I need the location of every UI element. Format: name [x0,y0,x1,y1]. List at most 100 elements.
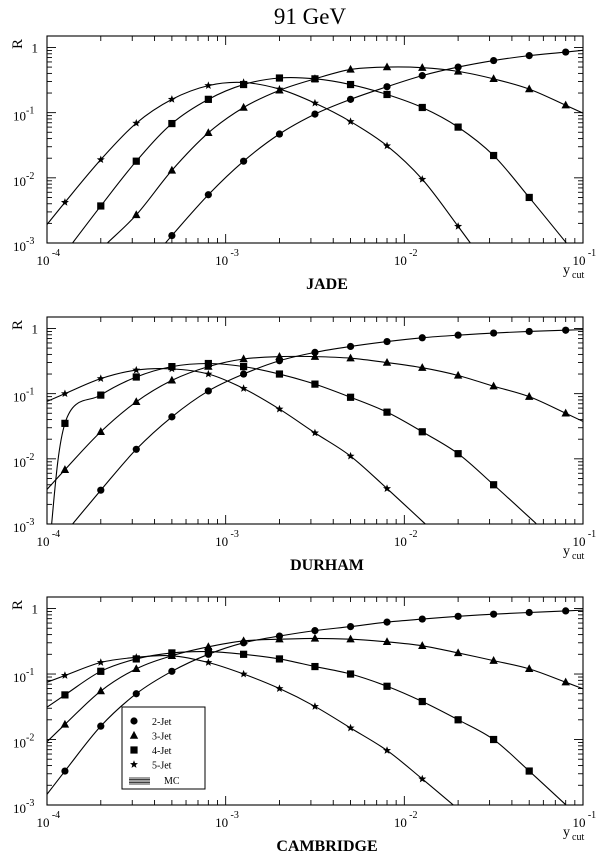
x-tick-label: 10 [215,815,228,830]
x-tick-label-exponent: -2 [409,810,417,821]
point-4-jet [525,193,533,202]
point-4-jet [275,74,284,82]
point-4-jet [204,95,212,103]
point-2-jet [490,56,498,65]
point-5-jet [204,658,213,666]
x-tick-label-exponent: -3 [230,248,238,259]
y-tick-label-exponent: -2 [26,733,34,744]
curve-5-jet [47,367,427,524]
point-2-jet [418,72,426,80]
x-axis-label-subscript: cut [572,270,584,281]
x-tick-label: 10 [394,815,407,830]
x-tick-label-exponent: -1 [588,248,596,259]
point-4-jet [383,682,391,690]
point-4-jet [311,75,319,83]
point-2-jet [562,48,570,56]
y-axis-label: R [10,600,26,610]
x-axis-label: y [563,263,570,278]
point-4-jet [418,697,426,706]
point-5-jet [275,684,284,692]
curve-3-jet [47,637,583,743]
point-5-jet [310,428,319,437]
point-2-jet [525,52,533,60]
point-2-jet [454,331,462,339]
x-tick-label-exponent: -4 [52,810,60,821]
panel-label-durham: DURHAM [290,557,364,574]
y-tick-label: 10 [13,174,26,189]
point-5-jet [60,671,69,679]
point-2-jet [525,608,533,617]
point-3-jet [453,648,463,657]
point-3-jet [525,392,534,400]
plot-frame [46,316,584,525]
point-5-jet [346,117,355,125]
plot-frame [46,596,584,806]
y-tick-label: 1 [32,602,39,617]
point-3-jet [453,370,463,379]
data-points [60,607,570,783]
point-3-jet [346,64,355,73]
point-5-jet [275,404,284,413]
point-5-jet [383,746,392,754]
point-4-jet [418,103,426,112]
y-tick-label-exponent: -3 [26,517,34,528]
point-5-jet [239,78,248,86]
plot-frame [46,35,584,244]
y-tick-label: 10 [13,670,26,685]
y-tick-label: 10 [13,109,26,124]
x-tick-label-exponent: -1 [588,810,596,821]
point-2-jet [311,627,319,635]
point-4-jet [490,735,498,744]
curve-3-jet [106,66,583,243]
data-points [60,48,570,240]
point-3-jet [453,66,463,75]
point-5-jet [454,222,463,230]
point-4-jet [168,119,176,128]
y-tick-label-exponent: -3 [26,236,34,247]
point-3-jet [418,641,427,649]
point-2-jet [562,326,570,334]
fit-curves [47,609,583,805]
curve-2-jet [71,329,583,524]
curve-3-jet [47,355,583,491]
point-4-jet [311,380,319,388]
x-tick-label-exponent: -2 [409,248,417,259]
point-4-jet [239,650,248,658]
point-4-jet [346,670,355,678]
figure-title: 91 GeV [274,4,347,29]
point-5-jet [132,365,141,374]
y-axis-label: R [10,320,26,330]
point-4-jet [346,80,355,89]
point-5-jet [346,723,355,732]
point-3-jet [132,664,141,673]
x-tick-label: 10 [215,253,228,268]
point-5-jet [96,374,105,383]
fit-curves [47,49,583,243]
point-3-jet [275,352,284,360]
point-3-jet [239,636,248,645]
point-2-jet [204,191,212,199]
point-2-jet [454,612,462,620]
point-3-jet [239,102,248,111]
point-3-jet [96,686,105,695]
point-2-jet [168,667,176,675]
x-axis-label: y [563,544,570,559]
point-2-jet [418,334,426,342]
point-3-jet [382,637,392,646]
point-3-jet [561,100,570,109]
point-3-jet [60,719,70,728]
point-4-jet [490,151,498,160]
point-3-jet [382,62,392,71]
point-4-jet [132,157,140,165]
point-5-jet [383,141,392,150]
point-2-jet [490,610,498,618]
point-4-jet [346,393,355,401]
point-2-jet [418,615,426,623]
panel-label-cambridge: CAMBRIDGE [276,838,377,855]
x-tick-label-exponent: -3 [230,810,238,821]
y-tick-label: 10 [13,239,26,254]
point-5-jet [239,384,248,392]
